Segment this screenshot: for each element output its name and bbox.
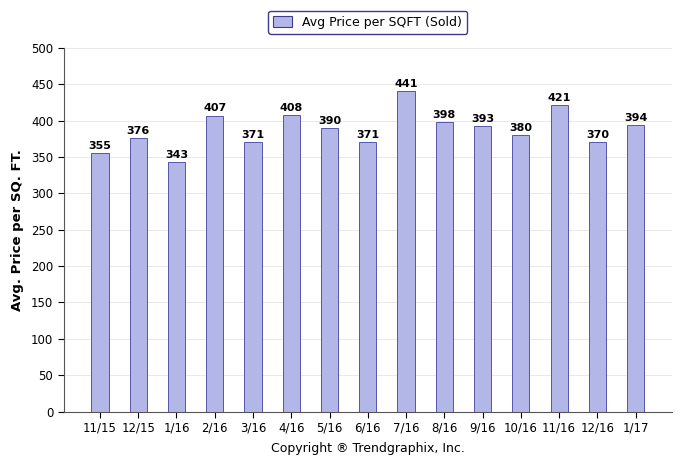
Text: 343: 343 [165,150,188,160]
Text: 371: 371 [357,130,379,139]
X-axis label: Copyright ® Trendgraphix, Inc.: Copyright ® Trendgraphix, Inc. [271,442,464,455]
Bar [512,135,529,411]
Text: 390: 390 [318,116,341,126]
Text: 370: 370 [586,130,609,140]
Bar [436,122,453,411]
Text: 398: 398 [433,110,456,120]
Bar [245,142,262,411]
Text: 407: 407 [203,103,226,113]
Bar [589,143,606,411]
Legend: Avg Price per SQFT (Sold): Avg Price per SQFT (Sold) [268,11,467,34]
Text: 394: 394 [624,113,647,123]
Text: 371: 371 [242,130,264,139]
Y-axis label: Avg. Price per SQ. FT.: Avg. Price per SQ. FT. [11,149,24,311]
Text: 393: 393 [471,114,494,123]
Bar [474,126,491,411]
Bar [359,142,376,411]
Bar [550,105,568,411]
Bar [283,115,300,411]
Text: 355: 355 [89,141,111,151]
Text: 421: 421 [548,93,571,103]
Text: 408: 408 [279,103,303,113]
Bar [627,125,644,411]
Bar [92,153,109,411]
Text: 376: 376 [126,126,150,136]
Bar [206,116,223,411]
Bar [398,91,415,411]
Bar [168,162,185,411]
Text: 441: 441 [394,79,418,89]
Bar [321,128,338,411]
Text: 380: 380 [510,123,532,133]
Bar [130,138,147,411]
